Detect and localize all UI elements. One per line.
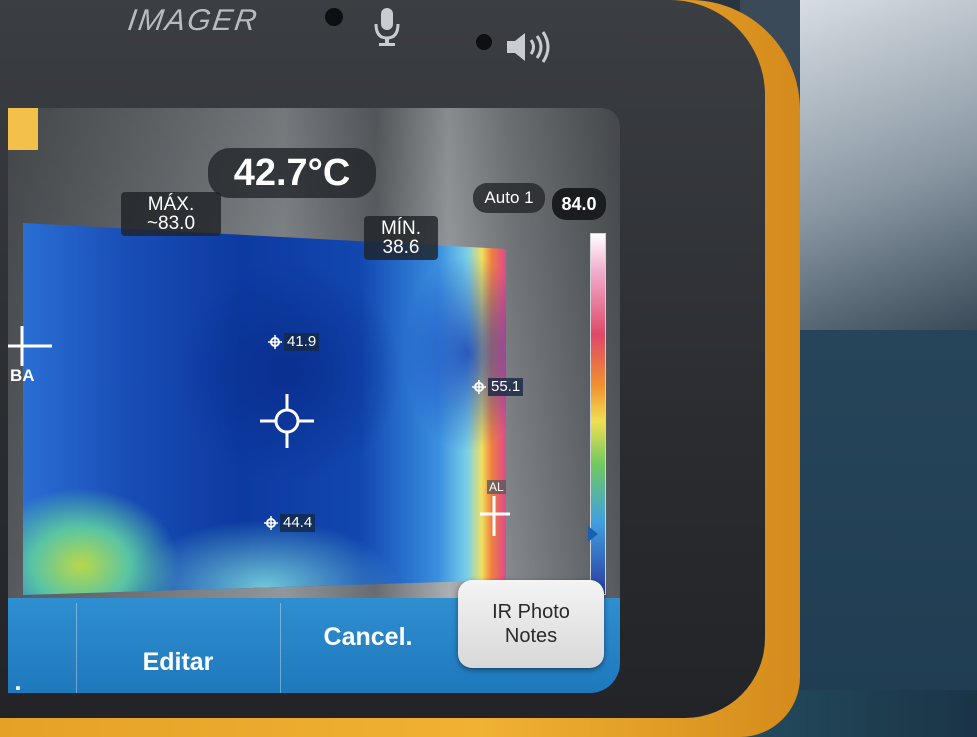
min-value: 38.6 bbox=[382, 237, 420, 258]
thermal-screen: 42.7°C MÁX. ~83.0 MÍN. 38.6 Auto 1 84.0 … bbox=[8, 108, 620, 693]
brand-text: IMAGER bbox=[125, 4, 261, 37]
speaker-icon bbox=[507, 31, 550, 63]
cancel-button[interactable]: Cancel. bbox=[323, 623, 413, 651]
spot-reticle-icon bbox=[472, 380, 486, 394]
spot-marker: 55.1 bbox=[472, 378, 524, 396]
low-marker-label: BA bbox=[10, 366, 35, 385]
menu-tab[interactable] bbox=[8, 108, 38, 150]
camera-icon bbox=[325, 8, 343, 26]
softkey-divider bbox=[280, 603, 281, 693]
min-label: MÍN. bbox=[380, 218, 422, 239]
spot-reticle-icon bbox=[268, 335, 282, 349]
high-marker-cross-icon bbox=[480, 496, 510, 536]
spot-marker: 44.4 bbox=[264, 514, 316, 532]
min-temperature-box: MÍN. 38.6 bbox=[364, 216, 438, 260]
scale-max-value: 84.0 bbox=[552, 188, 606, 220]
softkey-left-partial[interactable]: . bbox=[14, 668, 22, 693]
device-bezel: IMAGER 42.7°C MÁX. ~83.0 MÍN. 38.6 Auto … bbox=[0, 0, 765, 718]
scale-mode-badge[interactable]: Auto 1 bbox=[473, 183, 545, 213]
microphone-icon bbox=[374, 8, 400, 46]
spot-reticle-icon bbox=[264, 516, 278, 530]
infrared-overlay bbox=[23, 223, 506, 595]
low-marker-cross-icon bbox=[8, 326, 52, 366]
center-temperature: 42.7°C bbox=[208, 148, 376, 198]
spot-value: 44.4 bbox=[280, 514, 316, 532]
spot-marker: 41.9 bbox=[268, 333, 320, 351]
background-window-light bbox=[800, 0, 977, 330]
scale-arrow-icon[interactable] bbox=[588, 526, 598, 542]
high-marker-label: AL bbox=[487, 480, 506, 494]
max-label: MÁX. bbox=[147, 194, 195, 215]
edit-button[interactable]: Editar bbox=[142, 648, 214, 676]
softkey-divider bbox=[76, 603, 77, 693]
max-temperature-box: MÁX. ~83.0 bbox=[121, 192, 221, 236]
spot-value: 55.1 bbox=[488, 378, 524, 396]
ir-photo-notes-line1: IR Photo bbox=[492, 601, 570, 623]
ir-photo-notes-button[interactable]: IR Photo Notes bbox=[458, 580, 604, 668]
ir-photo-notes-line2: Notes bbox=[504, 625, 558, 647]
sensor-icon bbox=[476, 34, 492, 50]
max-value: ~83.0 bbox=[146, 213, 196, 234]
center-crosshair-icon bbox=[260, 394, 314, 448]
spot-value: 41.9 bbox=[284, 333, 320, 351]
